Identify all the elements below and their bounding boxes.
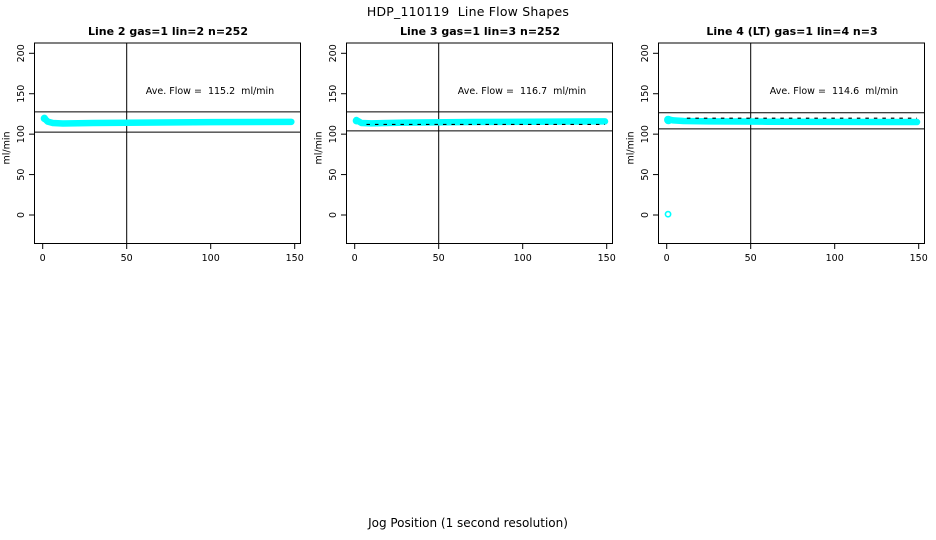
series-band (41, 115, 295, 127)
y-axis-tick-label: 200 (640, 44, 651, 62)
plot-line-3: 0 50 100 150 0 50 100 150 200 ml/min (314, 42, 616, 264)
panel-title: Line 4 (LT) gas=1 lin=4 n=3 (706, 25, 878, 38)
y-axis-tick-label: 50 (16, 169, 27, 181)
x-axis-tick-label: 50 (745, 253, 757, 264)
plot-line-2: 0 50 100 150 0 50 100 150 200 ml/min (2, 42, 304, 264)
x-axis-tick-label: 50 (121, 253, 133, 264)
y-axis-tick-label: 0 (16, 212, 27, 218)
ave-flow-annotation: Ave. Flow = 114.6 ml/min (769, 86, 899, 97)
y-axis-label: ml/min (626, 131, 637, 164)
y-axis-tick-label: 50 (640, 169, 651, 181)
series-start-point (352, 117, 361, 125)
chart-title: HDP_110119 Line Flow Shapes (366, 4, 570, 19)
x-axis-tick-label: 0 (664, 253, 670, 264)
x-axis-label: Jog Position (1 second resolution) (368, 516, 568, 530)
y-axis-tick-label: 0 (640, 212, 651, 218)
ave-flow-annotation: Ave. Flow = 115.2 ml/min (145, 86, 275, 97)
outlier-point (664, 210, 672, 218)
x-axis-tick-label: 0 (40, 253, 46, 264)
panel-line-4: 0 50 100 150 0 50 100 150 200 ml/min Line 4 (LT) … (624, 0, 936, 290)
y-axis-tick-label: 150 (16, 85, 27, 103)
y-axis-tick-label: 150 (640, 85, 651, 103)
y-axis-tick-label: 150 (328, 85, 339, 103)
ave-flow-annotation: Ave. Flow = 116.7 ml/min (457, 86, 587, 97)
panel-title: Line 3 gas=1 lin=3 n=252 (399, 25, 560, 38)
y-axis-label: ml/min (314, 131, 325, 164)
panel-line-2: 0 50 100 150 0 50 100 150 200 ml/min Line 2 gas=1… (0, 0, 312, 290)
series-band (353, 116, 609, 127)
plot-box (346, 42, 613, 244)
y-axis-tick-label: 50 (328, 169, 339, 181)
x-axis-tick-label: 0 (352, 253, 358, 264)
y-axis-tick-label: 100 (328, 125, 339, 143)
series-band (664, 115, 921, 126)
series-start-point (664, 115, 673, 125)
y-axis-label: ml/min (2, 131, 13, 164)
x-axis-tick-label: 100 (826, 253, 844, 264)
x-axis-tick-label: 100 (202, 253, 220, 264)
x-axis-tick-label: 150 (286, 253, 304, 264)
x-axis-tick-label: 100 (514, 253, 532, 264)
y-axis-tick-label: 200 (16, 44, 27, 62)
panel-title: Line 2 gas=1 lin=2 n=252 (87, 25, 248, 38)
y-axis-tick-label: 200 (328, 44, 339, 62)
x-axis-tick-label: 150 (598, 253, 616, 264)
y-axis-tick-label: 0 (328, 212, 339, 218)
plot-box (658, 42, 925, 244)
panel-line-3: 0 50 100 150 0 50 100 150 200 ml/min Line 3 gas=1… (312, 0, 624, 290)
y-axis-tick-label: 100 (16, 125, 27, 143)
x-axis-tick-label: 150 (910, 253, 928, 264)
series-start-point (40, 114, 49, 123)
plot-box (34, 42, 301, 244)
y-axis-tick-label: 100 (640, 125, 651, 143)
x-axis-tick-label: 50 (433, 253, 445, 264)
plot-line-4: 0 50 100 150 0 50 100 150 200 ml/min (626, 42, 928, 264)
